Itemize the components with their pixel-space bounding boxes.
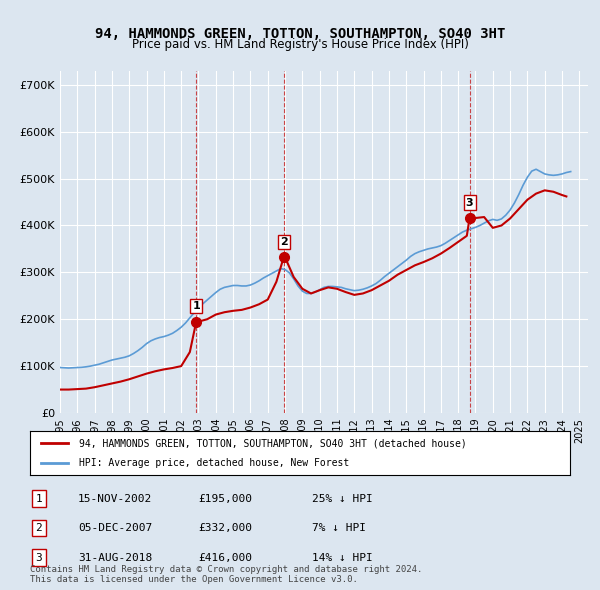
- Text: 7% ↓ HPI: 7% ↓ HPI: [312, 523, 366, 533]
- Text: 2: 2: [280, 237, 287, 247]
- Text: Price paid vs. HM Land Registry's House Price Index (HPI): Price paid vs. HM Land Registry's House …: [131, 38, 469, 51]
- Text: £195,000: £195,000: [198, 494, 252, 503]
- Text: HPI: Average price, detached house, New Forest: HPI: Average price, detached house, New …: [79, 458, 349, 467]
- Text: 2: 2: [35, 523, 43, 533]
- Text: 3: 3: [35, 553, 43, 562]
- Text: 31-AUG-2018: 31-AUG-2018: [78, 553, 152, 562]
- Text: 94, HAMMONDS GREEN, TOTTON, SOUTHAMPTON, SO40 3HT: 94, HAMMONDS GREEN, TOTTON, SOUTHAMPTON,…: [95, 27, 505, 41]
- Text: 1: 1: [35, 494, 43, 503]
- Text: Contains HM Land Registry data © Crown copyright and database right 2024.
This d: Contains HM Land Registry data © Crown c…: [30, 565, 422, 584]
- Text: 15-NOV-2002: 15-NOV-2002: [78, 494, 152, 503]
- Text: 05-DEC-2007: 05-DEC-2007: [78, 523, 152, 533]
- Text: £332,000: £332,000: [198, 523, 252, 533]
- Text: £416,000: £416,000: [198, 553, 252, 562]
- Text: 14% ↓ HPI: 14% ↓ HPI: [312, 553, 373, 562]
- Text: 3: 3: [466, 198, 473, 208]
- Text: 25% ↓ HPI: 25% ↓ HPI: [312, 494, 373, 503]
- Text: 94, HAMMONDS GREEN, TOTTON, SOUTHAMPTON, SO40 3HT (detached house): 94, HAMMONDS GREEN, TOTTON, SOUTHAMPTON,…: [79, 438, 466, 448]
- Text: 1: 1: [193, 301, 200, 312]
